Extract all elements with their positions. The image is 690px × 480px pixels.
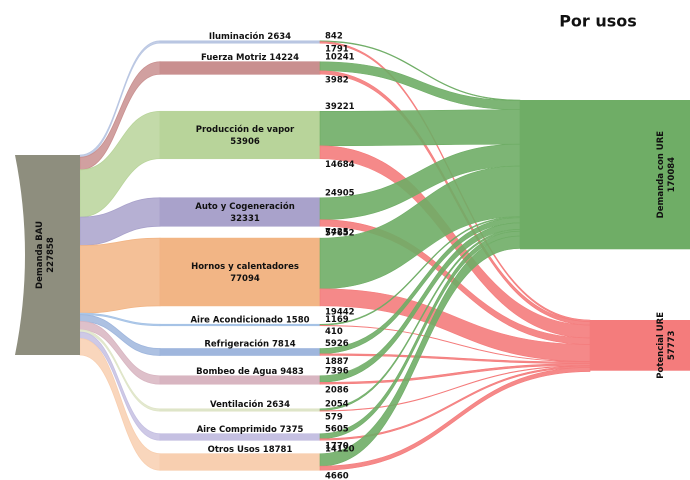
ure-value: 5605 — [325, 424, 349, 434]
ure-value: 39221 — [325, 102, 355, 112]
potential-flow — [319, 367, 591, 471]
use-label: Aire Acondicionado 1580 — [190, 315, 309, 325]
use-value: 32331 — [230, 214, 260, 224]
target-name: Demanda con URE — [656, 131, 666, 219]
use-band — [159, 433, 321, 441]
use-value: 53906 — [230, 137, 260, 147]
use-value: 9483 — [280, 366, 304, 376]
use-value: 1580 — [286, 315, 310, 325]
use-name: Auto y Cogeneración — [195, 201, 295, 212]
potential-value: 579 — [325, 413, 343, 423]
use-label: Aire Comprimido 7375 — [197, 424, 304, 434]
use-label: Bombeo de Agua 9483 — [196, 366, 304, 376]
target-value: 57773 — [667, 330, 677, 360]
potential-value: 1887 — [325, 357, 349, 367]
ure-flow — [319, 109, 521, 147]
use-label: Otros Usos 18781 — [208, 444, 293, 454]
potential-value: 1770 — [325, 442, 349, 452]
potential-value: 19442 — [325, 307, 355, 317]
use-inflow — [79, 338, 161, 471]
use-value: 7814 — [272, 339, 296, 349]
use-band — [159, 237, 321, 307]
potential-value: 410 — [325, 327, 343, 337]
use-label: Hornos y calentadores 77094 — [191, 262, 299, 284]
use-name: Iluminación — [209, 30, 265, 41]
use-label: Ventilación 2634 — [210, 398, 290, 409]
ure-value: 10241 — [325, 52, 355, 62]
use-name: Producción de vapor — [196, 124, 295, 135]
use-value: 2634 — [267, 31, 291, 41]
ure-value: 24905 — [325, 188, 355, 198]
ure-value: 57652 — [325, 229, 355, 239]
use-label: Auto y Cogeneración 32331 — [195, 201, 295, 224]
use-band — [159, 375, 321, 385]
potential-value: 3982 — [325, 76, 349, 86]
use-band — [159, 197, 321, 227]
use-band — [159, 348, 321, 356]
potential-value: 4660 — [325, 472, 349, 480]
use-name: Aire Acondicionado — [190, 315, 283, 325]
target-label: Potencial URE57773 — [656, 312, 677, 379]
target-label: Demanda con URE170084 — [656, 131, 677, 219]
source-name: Demanda BAU — [35, 221, 45, 289]
potential-value: 2086 — [325, 386, 349, 396]
use-label: Producción de vapor 53906 — [196, 124, 295, 147]
potential-value: 14684 — [325, 160, 355, 170]
ure-value: 842 — [325, 31, 343, 41]
use-name: Bombeo de Agua — [196, 366, 277, 376]
use-name: Hornos y calentadores — [191, 262, 299, 272]
use-label: Fuerza Motriz 14224 — [201, 52, 299, 62]
use-inflow — [79, 237, 161, 314]
use-name: Refrigeración — [204, 338, 269, 349]
ure-value: 5926 — [325, 339, 349, 349]
use-value: 14224 — [269, 52, 299, 62]
use-label: Iluminación 2634 — [209, 30, 291, 41]
source-label: Demanda BAU227858 — [35, 221, 56, 289]
use-name: Otros Usos — [208, 444, 260, 454]
use-name: Fuerza Motriz — [201, 52, 267, 62]
flows — [79, 40, 591, 471]
use-band — [159, 453, 321, 471]
use-name: Aire Comprimido — [197, 424, 277, 434]
potential-flow — [319, 365, 591, 441]
source-node — [15, 155, 80, 355]
use-band — [159, 61, 321, 75]
use-value: 18781 — [263, 444, 293, 454]
use-band — [159, 110, 321, 160]
use-value: 77094 — [230, 274, 260, 284]
use-value: 2634 — [266, 399, 290, 409]
use-name: Ventilación — [210, 398, 263, 409]
ure-value: 2054 — [325, 399, 349, 409]
target-node — [590, 320, 690, 371]
potential-value: 1791 — [325, 45, 349, 55]
chart-title: Por usos — [559, 12, 637, 31]
potential-value: 7425 — [325, 228, 349, 238]
ure-value: 7396 — [325, 366, 349, 376]
target-name: Potencial URE — [656, 312, 666, 379]
target-node — [520, 100, 690, 250]
source-value: 227858 — [46, 237, 56, 273]
use-value: 7375 — [280, 424, 304, 434]
ure-value: 14120 — [325, 444, 355, 454]
target-value: 170084 — [667, 157, 677, 193]
use-label: Refrigeración 7814 — [204, 338, 295, 349]
ure-value: 1169 — [325, 315, 349, 325]
